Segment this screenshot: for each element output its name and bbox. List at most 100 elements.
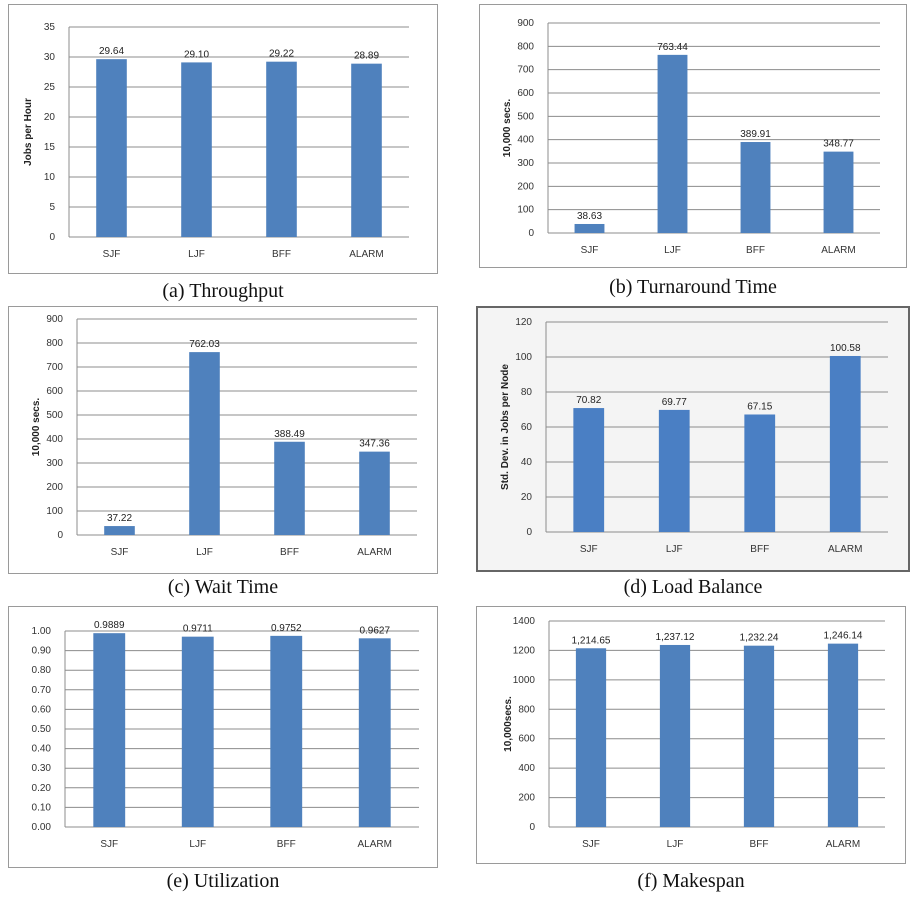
data-label-alarm: 100.58 <box>830 343 861 354</box>
chart-panel-wait-time: 0 100 200 300 400 500 600 700 800 900 10,000 secs.… <box>8 306 438 574</box>
y-tick-label: 200 <box>517 181 534 192</box>
y-tick-label: 700 <box>517 65 534 76</box>
bar-ljf <box>181 62 212 238</box>
data-label-sjf: 37.22 <box>107 513 132 524</box>
data-label-alarm: 0.9627 <box>359 625 390 636</box>
caption-utilization: (e) Utilization <box>166 870 280 892</box>
y-tick-label: 0.90 <box>32 646 52 657</box>
data-label-bff: 1,232.24 <box>740 633 779 644</box>
y-tick-label: 100 <box>46 506 63 517</box>
x-category-label: ALARM <box>357 547 391 558</box>
y-tick-label: 0 <box>529 822 535 833</box>
data-label-sjf: 1,214.65 <box>572 635 611 646</box>
bar-bff <box>266 61 297 238</box>
bar-ljf <box>189 352 220 535</box>
y-tick-label: 700 <box>46 362 63 373</box>
y-tick-label: 500 <box>517 111 534 122</box>
y-tick-label: 0 <box>526 527 532 538</box>
y-tick-label: 1200 <box>513 645 536 656</box>
data-label-bff: 389.91 <box>740 129 771 140</box>
y-tick-label: 0.30 <box>32 763 52 774</box>
y-tick-label: 1000 <box>513 675 536 686</box>
x-category-label: SJF <box>582 839 600 850</box>
chart-panel-throughput: 0 5 10 15 20 25 30 35 Jobs per Hour 29.64 SJF 29.10… <box>8 4 438 274</box>
bar-sjf <box>574 223 605 233</box>
x-category-label: ALARM <box>821 245 855 256</box>
data-label-sjf: 29.64 <box>99 46 124 57</box>
bar-alarm <box>823 151 854 233</box>
y-tick-label: 900 <box>46 314 63 325</box>
bar-ljf <box>658 409 690 532</box>
y-tick-label: 400 <box>517 135 534 146</box>
data-label-ljf: 69.77 <box>662 397 687 408</box>
y-tick-label: 80 <box>521 387 533 398</box>
y-tick-label: 1400 <box>513 616 536 627</box>
y-tick-label: 0.10 <box>32 802 52 813</box>
y-tick-label: 0 <box>528 228 534 239</box>
y-tick-label: 60 <box>521 422 533 433</box>
x-category-label: BFF <box>750 544 769 555</box>
x-category-label: SJF <box>581 245 599 256</box>
x-category-label: BFF <box>746 245 765 256</box>
caption-wait-time: (c) Wait Time <box>167 576 279 598</box>
x-category-label: LJF <box>196 547 213 558</box>
y-tick-label: 600 <box>518 734 535 745</box>
y-tick-label: 600 <box>517 88 534 99</box>
y-tick-label: 400 <box>46 434 63 445</box>
x-category-label: ALARM <box>358 839 392 850</box>
data-label-bff: 67.15 <box>747 401 772 412</box>
bar-bff <box>270 635 303 827</box>
bar-bff <box>274 441 305 535</box>
y-tick-label: 300 <box>517 158 534 169</box>
y-axis-label: 10,000secs. <box>503 696 514 752</box>
y-tick-label: 100 <box>517 205 534 216</box>
bar-bff <box>740 142 771 233</box>
bar-alarm <box>351 63 382 237</box>
x-category-label: LJF <box>666 544 683 555</box>
data-label-ljf: 1,237.12 <box>656 632 695 643</box>
y-tick-label: 20 <box>521 492 533 503</box>
y-tick-label: 500 <box>46 410 63 421</box>
chart-wait-time: 0 100 200 300 400 500 600 700 800 900 10,000 secs.… <box>31 314 417 558</box>
caption-throughput: (a) Throughput <box>162 280 284 302</box>
bar-alarm <box>359 451 390 535</box>
y-tick-label: 100 <box>515 352 532 363</box>
x-category-label: LJF <box>188 249 205 260</box>
chart-panel-load-balance: 0 20 40 60 80 100 120 Std. Dev. in Jobs per Nod… <box>476 306 910 572</box>
chart-utilization: 0.00 0.10 0.20 0.30 0.40 0.50 0.60 0.70 0.80 0.90… <box>32 620 419 850</box>
y-tick-label: 0.00 <box>32 822 52 833</box>
data-label-ljf: 29.10 <box>184 49 209 60</box>
data-label-bff: 0.9752 <box>271 623 302 634</box>
bar-alarm <box>358 638 391 827</box>
x-category-label: ALARM <box>349 249 383 260</box>
bar-bff <box>743 645 775 827</box>
y-tick-label: 5 <box>49 202 55 213</box>
y-tick-label: 600 <box>46 386 63 397</box>
data-label-sjf: 0.9889 <box>94 620 125 631</box>
y-tick-label: 35 <box>44 22 56 33</box>
bar-sjf <box>104 526 135 535</box>
data-label-sjf: 70.82 <box>576 395 601 406</box>
y-axis-label: 10,000 secs. <box>502 99 513 158</box>
y-tick-label: 800 <box>517 41 534 52</box>
x-category-label: SJF <box>103 249 121 260</box>
y-tick-label: 0.70 <box>32 685 52 696</box>
bar-alarm <box>827 643 859 827</box>
chart-load-balance: 0 20 40 60 80 100 120 Std. Dev. in Jobs per Nod… <box>500 317 888 555</box>
y-tick-label: 300 <box>46 458 63 469</box>
x-category-label: LJF <box>667 839 684 850</box>
bar-bff <box>744 414 776 532</box>
y-tick-label: 0.50 <box>32 724 52 735</box>
bar-sjf <box>575 648 607 827</box>
y-tick-label: 800 <box>46 338 63 349</box>
data-label-ljf: 763.44 <box>657 42 688 53</box>
data-label-alarm: 347.36 <box>359 439 390 450</box>
y-tick-label: 200 <box>518 793 535 804</box>
x-category-label: BFF <box>277 839 296 850</box>
y-tick-label: 0 <box>57 530 63 541</box>
y-axis-label: 10,000 secs. <box>31 398 42 457</box>
bar-sjf <box>96 59 127 237</box>
bar-alarm <box>829 355 861 532</box>
x-category-label: LJF <box>189 839 206 850</box>
caption-turnaround-time: (b) Turnaround Time <box>609 276 777 298</box>
